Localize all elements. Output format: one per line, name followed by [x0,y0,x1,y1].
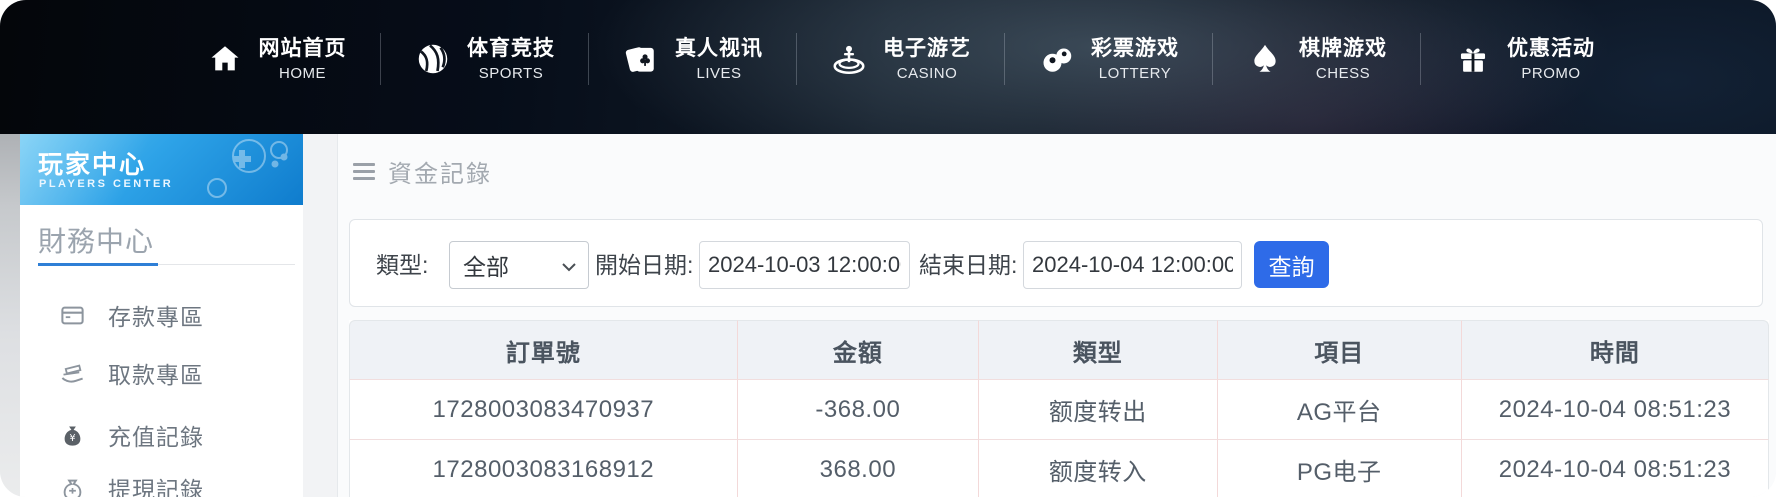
col-header-time: 時間 [1460,320,1769,380]
filter-panel: 類型: 全部 開始日期: 結束日期: 查詢 [349,219,1763,307]
banner-title: 玩家中心 [38,151,147,179]
cell-type: 额度转入 [978,440,1217,497]
sidebar-item-recharge-record[interactable]: ¥ 充值記錄 [20,418,303,452]
section-divider [38,264,295,265]
page-left-edge [0,134,20,497]
spade-icon [1246,39,1284,79]
deposit-icon [58,301,86,329]
nav-label-en: CASINO [896,64,958,82]
gift-icon [1454,39,1492,79]
sidebar-item-label: 提現記錄 [108,477,204,497]
col-header-type: 類型 [978,320,1217,380]
menu-icon[interactable] [353,163,375,180]
sidebar-item-deposit[interactable]: 存款專區 [20,298,303,332]
playing-cards-icon [622,39,660,79]
start-date-input[interactable] [699,241,910,289]
cell-order-no: 1728003083470937 [349,380,737,440]
svg-text:¥: ¥ [69,433,75,444]
col-header-item: 項目 [1216,320,1461,380]
sidebar-item-withdraw[interactable]: 取款專區 [20,356,303,390]
table-row: 1728003083470937 -368.00 额度转出 AG平台 2024-… [349,380,1769,440]
nav-label-en: LOTTERY [1098,64,1172,82]
sidebar: 玩家中心 PLAYERS CENTER 財務中心 存款專區 [20,134,303,497]
nav-label-zh: 优惠活动 [1507,36,1595,60]
nav-label-en: HOME [279,64,326,82]
sports-ball-icon [414,39,452,79]
section-title-finance-center: 財務中心 [38,226,155,257]
table-row: 1728003083168912 368.00 额度转入 PG电子 2024-1… [349,440,1769,497]
nav-item-lives[interactable]: 真人视讯 LIVES [588,33,796,85]
recharge-record-icon: ¥ [58,421,86,449]
section-divider-accent [38,263,158,266]
cell-amount: 368.00 [736,440,979,497]
breadcrumb: 資金記錄 [353,154,492,189]
cell-item: AG平台 [1216,380,1461,440]
search-button[interactable]: 查詢 [1254,241,1329,288]
nav-item-promo[interactable]: 优惠活动 PROMO [1420,33,1628,85]
nav-item-lottery[interactable]: 彩票游戏 LOTTERY [1004,33,1212,85]
sidebar-item-label: 存款專區 [108,304,204,330]
end-date-input[interactable] [1023,241,1242,289]
nav-item-sports[interactable]: 体育竞技 SPORTS [380,33,588,85]
gamepad-icon [187,136,297,205]
home-icon [206,39,244,79]
sidebar-item-withdrawal-record[interactable]: 提現記錄 [20,471,303,497]
nav-label-zh: 真人视讯 [675,36,763,60]
banner-subtitle: PLAYERS CENTER [39,178,174,190]
type-label: 類型: [376,252,429,278]
nav-label-zh: 体育竞技 [467,36,555,60]
sidebar-item-label: 充值記錄 [108,424,204,450]
nav-label-zh: 棋牌游戏 [1299,36,1387,60]
players-center-banner[interactable]: 玩家中心 PLAYERS CENTER [20,134,303,205]
nav-label-en: SPORTS [478,64,544,82]
type-select[interactable]: 全部 [449,241,589,289]
cell-time: 2024-10-04 08:51:23 [1460,440,1769,497]
table-header-row: 訂單號 金額 類型 項目 時間 [349,320,1769,380]
cell-order-no: 1728003083168912 [349,440,737,497]
nav-label-en: CHESS [1315,64,1371,82]
page-title: 資金記錄 [388,161,492,188]
withdrawal-record-icon [58,474,86,497]
cell-item: PG电子 [1216,440,1461,497]
main-nav: 网站首页 HOME 体育竞技 SPORTS [172,33,1628,85]
top-header: 网站首页 HOME 体育竞技 SPORTS [0,0,1776,134]
cell-amount: -368.00 [736,380,979,440]
nav-label-zh: 彩票游戏 [1091,36,1179,60]
start-date-label: 開始日期: [595,252,694,278]
cell-type: 额度转出 [978,380,1217,440]
chevron-down-icon [561,260,577,278]
nav-label-en: LIVES [696,64,742,82]
nav-item-chess[interactable]: 棋牌游戏 CHESS [1212,33,1420,85]
col-header-order-no: 訂單號 [349,320,737,380]
type-select-value: 全部 [463,254,509,280]
nav-item-casino[interactable]: 电子游艺 CASINO [796,33,1004,85]
withdraw-icon [58,359,86,387]
nav-item-home[interactable]: 网站首页 HOME [172,33,380,85]
nav-label-zh: 电子游艺 [883,36,971,60]
end-date-label: 結束日期: [919,252,1018,278]
funds-record-table: 訂單號 金額 類型 項目 時間 1728003083470937 -368.00… [349,320,1769,497]
lottery-balls-icon [1038,39,1076,79]
main-content: 資金記錄 類型: 全部 開始日期: 結束日期: 查詢 [337,134,1776,497]
col-header-amount: 金額 [736,320,979,380]
sidebar-item-label: 取款專區 [108,362,204,388]
cell-time: 2024-10-04 08:51:23 [1460,380,1769,440]
roulette-icon [830,39,868,79]
nav-label-en: PROMO [1521,64,1581,82]
nav-label-zh: 网站首页 [258,36,347,60]
